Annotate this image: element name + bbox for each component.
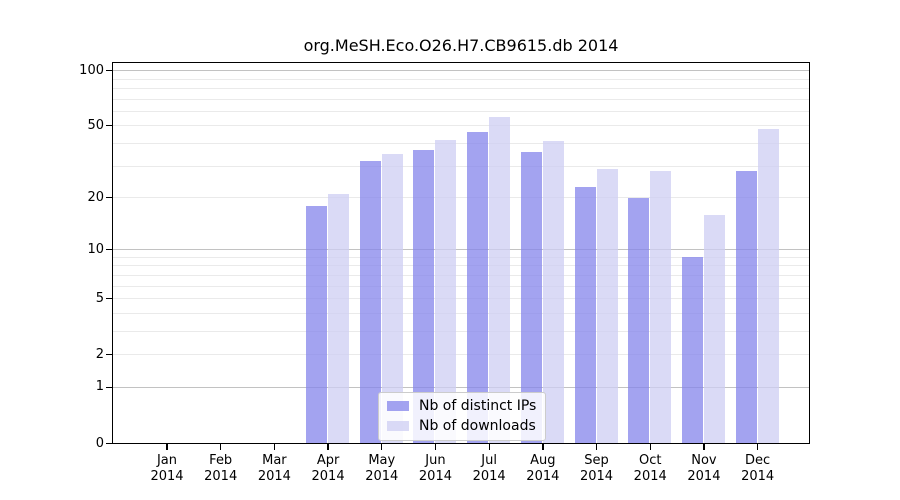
bar-jul-downloads	[489, 116, 511, 444]
gridline-minor-7	[112, 274, 810, 276]
bar-oct-downloads	[650, 171, 672, 444]
x-label-feb: Feb 2014	[204, 452, 238, 484]
gridline-minor-30	[112, 165, 810, 167]
x-tick-oct	[649, 443, 651, 450]
x-tick-apr	[327, 443, 329, 450]
legend-row-distinct-ips: Nb of distinct IPs	[387, 398, 536, 414]
bar-apr-downloads	[328, 193, 350, 444]
gridline-minor-80	[112, 87, 810, 89]
x-label-jan: Jan 2014	[150, 452, 184, 484]
x-label-sep: Sep 2014	[579, 452, 614, 484]
legend-row-downloads: Nb of downloads	[387, 418, 536, 434]
legend-label-downloads: Nb of downloads	[419, 418, 536, 434]
bar-dec-distinct-ips	[735, 171, 757, 444]
gridline-minor-5	[112, 298, 810, 300]
y-tick-0	[106, 442, 112, 445]
gridline-minor-4	[112, 312, 810, 314]
x-tick-dec	[757, 443, 759, 450]
gridline-major-1	[112, 386, 810, 388]
y-label-2: 2	[95, 346, 104, 362]
x-tick-jan	[166, 443, 168, 450]
x-label-aug: Aug 2014	[526, 452, 560, 484]
bar-apr-distinct-ips	[306, 205, 328, 444]
x-label-oct: Oct 2014	[633, 452, 667, 484]
plot-area	[112, 62, 810, 444]
bar-nov-distinct-ips	[681, 257, 703, 444]
y-tick-100	[106, 69, 112, 72]
x-tick-may	[381, 443, 383, 450]
gridline-major-10	[112, 249, 810, 251]
y-label-1: 1	[95, 379, 104, 395]
x-label-jun: Jun 2014	[418, 452, 452, 484]
x-tick-feb	[220, 443, 222, 450]
x-label-apr: Apr 2014	[311, 452, 345, 484]
y-label-50: 50	[87, 117, 104, 133]
gridline-minor-90	[112, 78, 810, 80]
y-label-0: 0	[95, 435, 104, 451]
x-label-nov: Nov 2014	[687, 452, 721, 484]
x-label-mar: Mar 2014	[257, 452, 291, 484]
legend-swatch-distinct-ips-icon	[387, 401, 409, 411]
bar-oct-distinct-ips	[628, 197, 650, 444]
y-tick-1	[106, 386, 112, 389]
gridline-minor-9	[112, 256, 810, 258]
bar-jun-distinct-ips	[413, 149, 435, 444]
gridline-minor-40	[112, 142, 810, 144]
legend-swatch-downloads-icon	[387, 421, 409, 431]
x-tick-mar	[273, 443, 276, 450]
gridline-minor-70	[112, 98, 810, 100]
x-tick-jul	[488, 443, 490, 450]
x-tick-jun	[434, 443, 437, 450]
x-tick-sep	[595, 443, 598, 450]
y-label-10: 10	[87, 241, 104, 257]
bar-nov-downloads	[703, 214, 725, 444]
x-label-jul: Jul 2014	[472, 452, 506, 484]
y-tick-50	[106, 125, 112, 127]
x-label-may: May 2014	[365, 452, 399, 484]
bar-jun-downloads	[435, 139, 457, 444]
y-tick-20	[106, 196, 112, 199]
legend: Nb of distinct IPs Nb of downloads	[378, 392, 547, 441]
gridline-minor-3	[112, 330, 810, 332]
bar-aug-downloads	[542, 141, 564, 444]
y-label-20: 20	[87, 189, 104, 205]
chart-title: org.MeSH.Eco.O26.H7.CB9615.db 2014	[303, 36, 619, 55]
y-label-5: 5	[95, 290, 104, 306]
bar-jul-distinct-ips	[467, 132, 489, 444]
bar-sep-distinct-ips	[574, 186, 596, 444]
x-tick-aug	[542, 443, 544, 450]
gridline-minor-60	[112, 110, 810, 112]
bar-dec-downloads	[757, 129, 779, 444]
x-tick-nov	[703, 443, 705, 450]
gridline-minor-50	[112, 125, 810, 127]
bar-aug-distinct-ips	[520, 151, 542, 444]
y-tick-10	[106, 249, 112, 251]
bar-sep-downloads	[596, 168, 618, 444]
gridline-major-100	[112, 70, 810, 72]
gridline-minor-2	[112, 354, 810, 356]
y-label-100: 100	[79, 62, 104, 78]
legend-label-distinct-ips: Nb of distinct IPs	[419, 398, 537, 414]
gridline-minor-6	[112, 285, 810, 287]
gridline-minor-20	[112, 197, 810, 198]
x-label-dec: Dec 2014	[741, 452, 775, 484]
bar-may-downloads	[381, 153, 403, 444]
y-tick-2	[106, 354, 112, 356]
y-tick-5	[106, 298, 112, 300]
bar-may-distinct-ips	[359, 160, 381, 444]
gridline-minor-8	[112, 265, 810, 267]
